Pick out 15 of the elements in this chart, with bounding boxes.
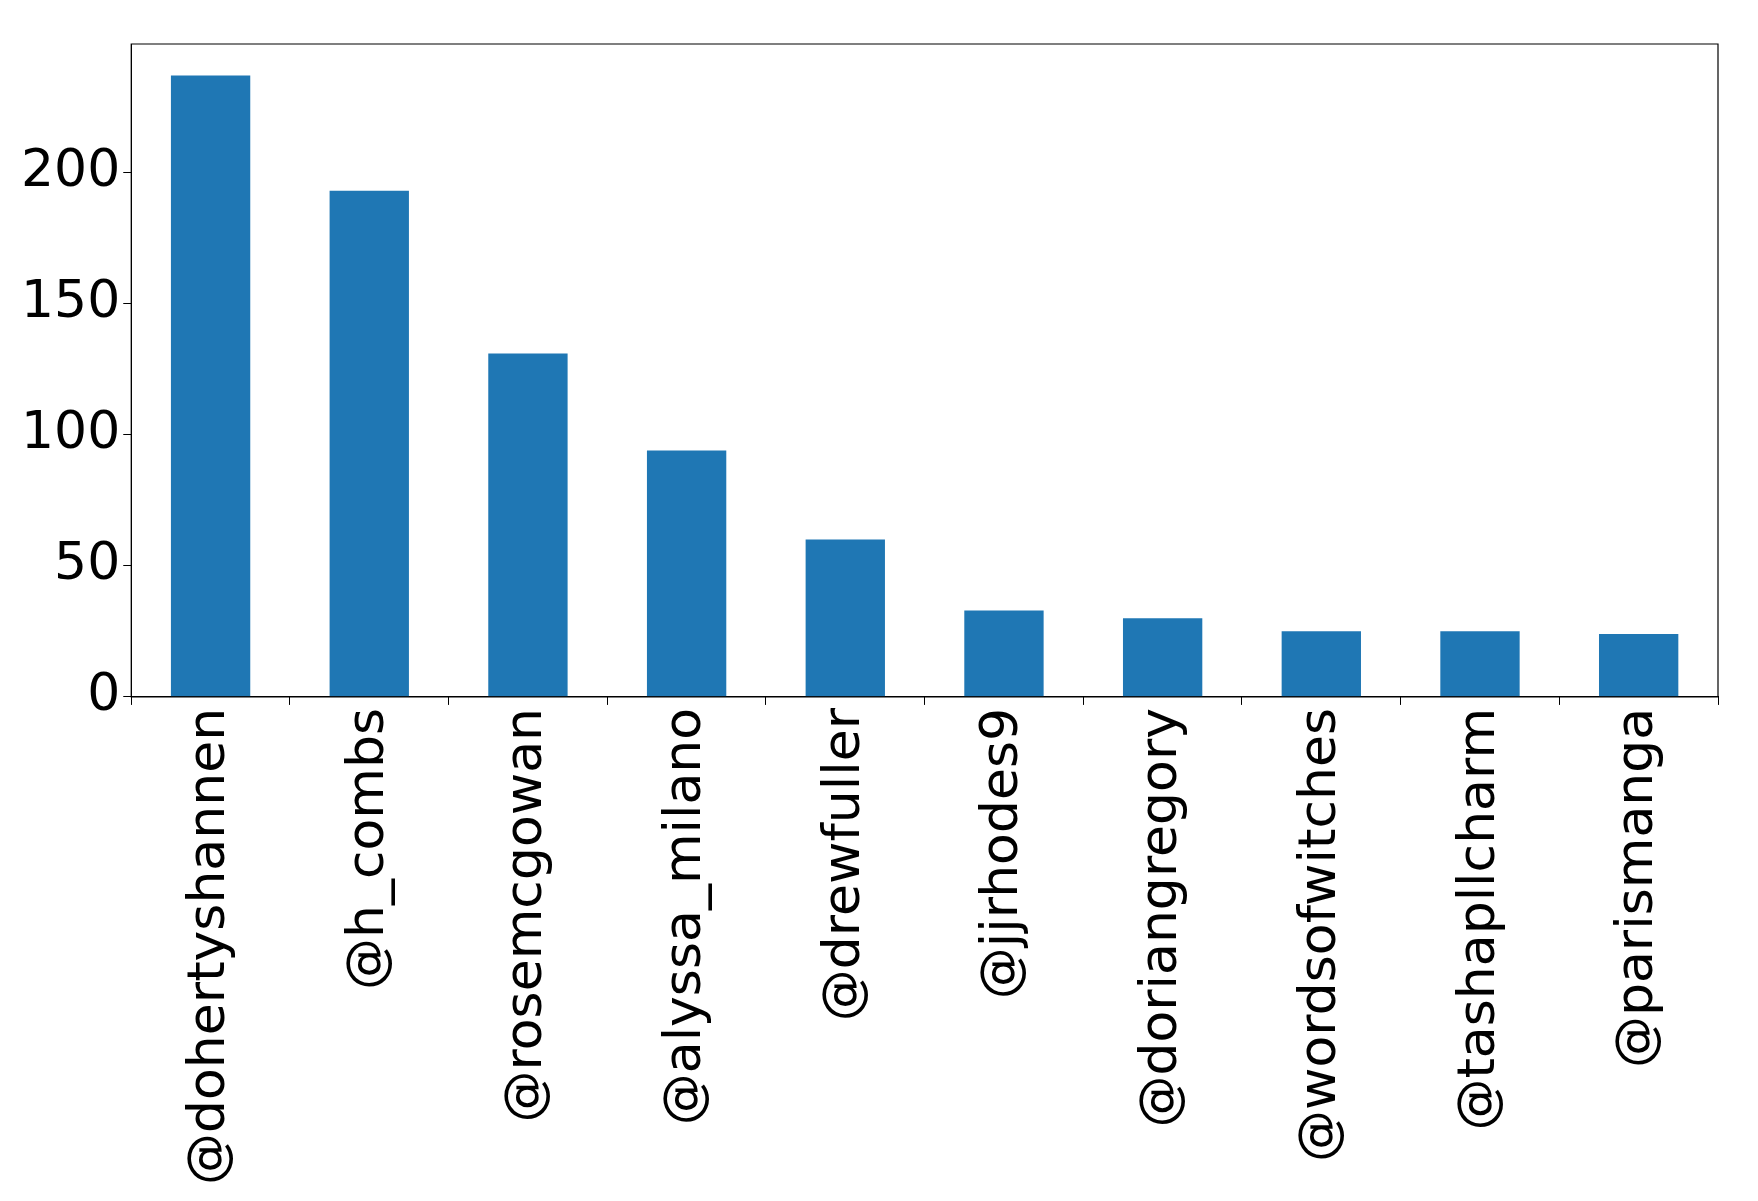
x-tick-label: @h_combs bbox=[334, 707, 395, 991]
x-tick-label: @rosemcgowan bbox=[493, 707, 554, 1123]
x-tick-label: @doriangregory bbox=[1128, 707, 1189, 1128]
x-tick-label: @drewfuller bbox=[810, 707, 871, 1022]
y-tick-label: 100 bbox=[20, 400, 121, 461]
x-tick-label: @parismanga bbox=[1604, 707, 1665, 1069]
y-tick-label: 200 bbox=[20, 138, 121, 198]
y-tick-label: 50 bbox=[54, 531, 121, 592]
x-tick-label: @dohertyshannen bbox=[176, 707, 237, 1185]
y-tick-label: 0 bbox=[87, 662, 121, 723]
x-tick-label: @jjrhodes9 bbox=[969, 707, 1030, 1000]
x-tick-label: @alyssa_milano bbox=[652, 707, 713, 1126]
y-tick-label: 150 bbox=[20, 269, 121, 330]
x-tick-label: @wordsofwitches bbox=[1286, 707, 1347, 1163]
x-tick-label: @tashapllcharm bbox=[1445, 707, 1506, 1131]
